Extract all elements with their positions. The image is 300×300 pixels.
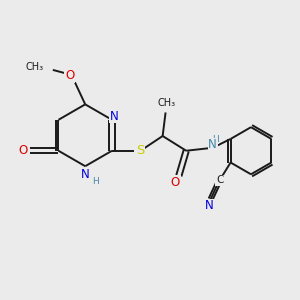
Text: N: N [110, 110, 119, 123]
Text: O: O [65, 69, 74, 82]
Text: C: C [216, 176, 224, 185]
Text: N: N [81, 168, 90, 181]
Text: N: N [208, 138, 217, 151]
Text: CH₃: CH₃ [158, 98, 176, 108]
Text: H: H [92, 177, 99, 186]
Text: S: S [136, 144, 145, 157]
Text: O: O [19, 144, 28, 157]
Text: O: O [171, 176, 180, 189]
Text: H: H [212, 135, 218, 144]
Text: CH₃: CH₃ [25, 62, 44, 72]
Text: N: N [205, 199, 214, 212]
